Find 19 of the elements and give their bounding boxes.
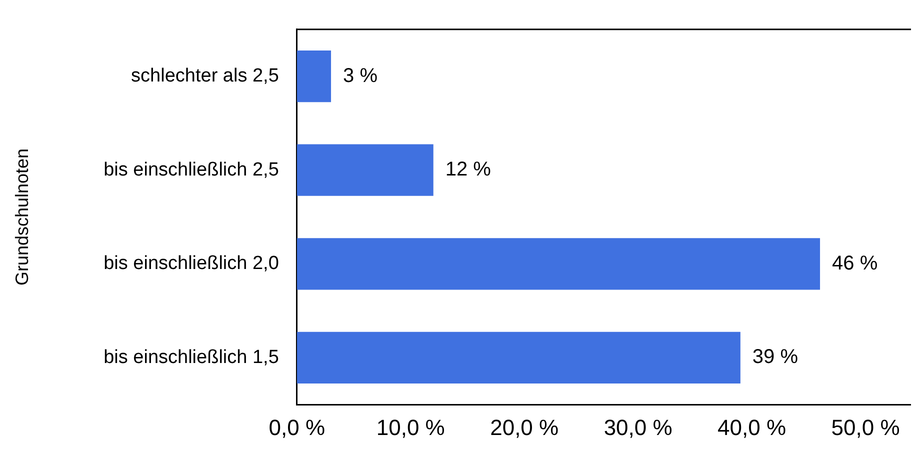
y-tick-label: bis einschließlich 2,0 [104,253,279,274]
x-tick-label: 10,0 % [376,414,445,440]
y-axis-title: Grundschulnoten [12,148,32,286]
y-tick-label: bis einschließlich 2,5 [104,159,279,180]
data-label: 46 % [832,252,878,274]
bar [296,144,434,196]
bar [296,50,332,102]
bar [296,238,820,290]
data-label: 12 % [445,158,492,181]
x-tick-label: 50,0 % [831,414,900,440]
y-tick-label: bis einschließlich 1,5 [104,346,279,368]
x-tick-label: 30,0 % [604,414,672,440]
x-tick-label: 0,0 % [268,414,326,440]
data-label: 39 % [752,346,798,368]
x-tick-label: 20,0 % [490,414,559,440]
x-tick-label: 40,0 % [718,414,786,440]
y-tick-label: schlechter als 2,5 [131,66,279,87]
data-label: 3 % [343,64,378,87]
bar [296,332,740,384]
